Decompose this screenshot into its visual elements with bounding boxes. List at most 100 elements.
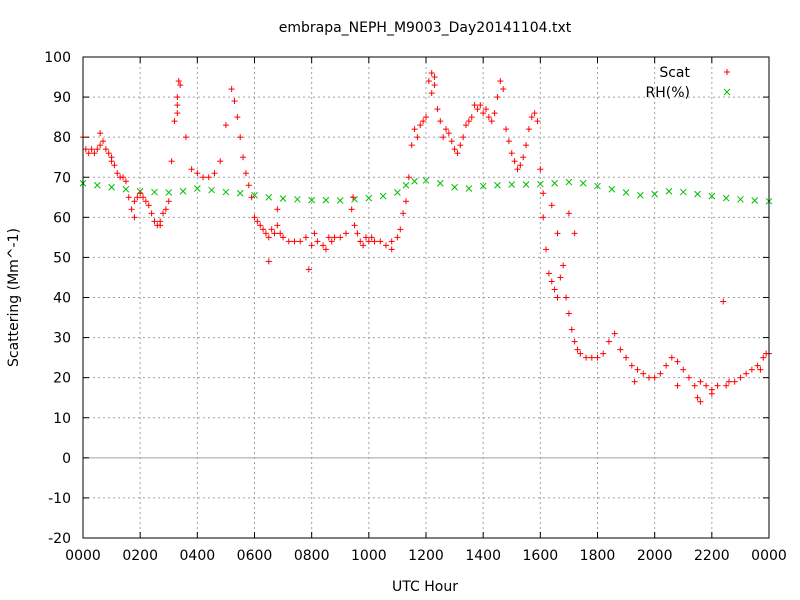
scat-point (408, 142, 415, 149)
legend-mark-rh (723, 88, 731, 96)
scat-point (402, 198, 409, 205)
scat-point (725, 378, 732, 385)
scat-point (182, 134, 189, 141)
scat-point (494, 94, 501, 101)
scat-point (425, 78, 432, 85)
scat-point (205, 174, 212, 181)
scat-point (623, 354, 630, 361)
scat-point (548, 202, 555, 209)
scat-point (500, 86, 507, 93)
scat-point (254, 218, 261, 225)
scat-point (242, 170, 249, 177)
scat-point (194, 170, 201, 177)
scat-point (554, 230, 561, 237)
y-tick-label: 30 (53, 331, 71, 347)
scat-point (302, 234, 309, 241)
scat-point (540, 214, 547, 221)
y-tick-label: 90 (53, 90, 71, 106)
scat-point (88, 146, 95, 153)
scat-point (377, 238, 384, 245)
rh-point (236, 189, 244, 197)
x-tick-label: 0600 (237, 548, 273, 564)
rh-point (622, 189, 630, 196)
scat-point (360, 242, 367, 249)
scat-point (594, 354, 601, 361)
scat-point (314, 238, 321, 245)
scat-point (128, 206, 135, 213)
scat-point (517, 162, 524, 169)
scat-point (565, 210, 572, 217)
scat-point (668, 354, 675, 361)
scat-point (268, 226, 275, 233)
scat-point (565, 310, 572, 317)
chart-title: embrapa_NEPH_M9003_Day20141104.txt (279, 20, 572, 36)
scat-point (534, 118, 541, 125)
scat-point (697, 378, 704, 385)
scat-point (411, 126, 418, 133)
x-tick-label: 0800 (294, 548, 330, 564)
scat-point (617, 346, 624, 353)
scat-point (694, 394, 701, 401)
scat-point (211, 170, 218, 177)
scat-point (543, 246, 550, 253)
scat-point (175, 78, 182, 85)
scat-point (388, 246, 395, 253)
rh-point (579, 179, 587, 187)
scat-point (151, 218, 158, 225)
legend: Scat RH(%) (646, 65, 731, 101)
scat-point (351, 222, 358, 229)
scat-point (443, 126, 450, 133)
scat-point (631, 378, 638, 385)
rh-point (751, 197, 759, 204)
scat-point (331, 234, 338, 241)
scat-point (525, 126, 532, 133)
scat-point (434, 106, 441, 113)
scat-point (265, 258, 272, 265)
scat-point (423, 114, 429, 121)
scat-point (142, 198, 149, 205)
scat-point (131, 214, 138, 221)
scat-point (485, 114, 492, 121)
scat-point (491, 110, 498, 117)
rh-point (708, 192, 716, 200)
scat-point (85, 150, 92, 157)
scat-point (551, 286, 558, 293)
scat-point (388, 238, 395, 245)
scat-point (748, 366, 755, 373)
scat-point (108, 158, 115, 165)
rh-point (279, 195, 287, 202)
scat-point (177, 82, 184, 89)
scat-point (231, 98, 238, 105)
scat-point (400, 210, 407, 217)
scat-point (365, 238, 372, 245)
rh-point (594, 182, 601, 190)
scat-point (440, 134, 447, 141)
scat-point (488, 118, 495, 125)
scat-point (337, 234, 344, 241)
scat-point (265, 234, 272, 241)
scat-point (394, 234, 401, 241)
scat-point (568, 326, 575, 333)
scat-point (274, 206, 281, 213)
x-tick-label: 0000 (65, 548, 101, 564)
scat-point (583, 354, 590, 361)
series-rh (79, 177, 773, 205)
scat-point (245, 182, 252, 189)
scat-point (505, 138, 512, 145)
scat-point (600, 350, 607, 357)
x-tick-label: 1200 (408, 548, 444, 564)
scat-point (262, 230, 269, 237)
scat-point (588, 354, 595, 361)
scat-point (145, 202, 152, 209)
scat-point (357, 238, 364, 245)
scat-point (663, 362, 670, 369)
scat-point (720, 298, 727, 305)
scat-point (743, 370, 750, 377)
scat-point (417, 122, 424, 129)
scat-point (291, 238, 298, 245)
scat-point (222, 122, 229, 129)
scat-point (611, 330, 618, 337)
x-tick-label: 1000 (351, 548, 387, 564)
scat-point (125, 194, 132, 201)
